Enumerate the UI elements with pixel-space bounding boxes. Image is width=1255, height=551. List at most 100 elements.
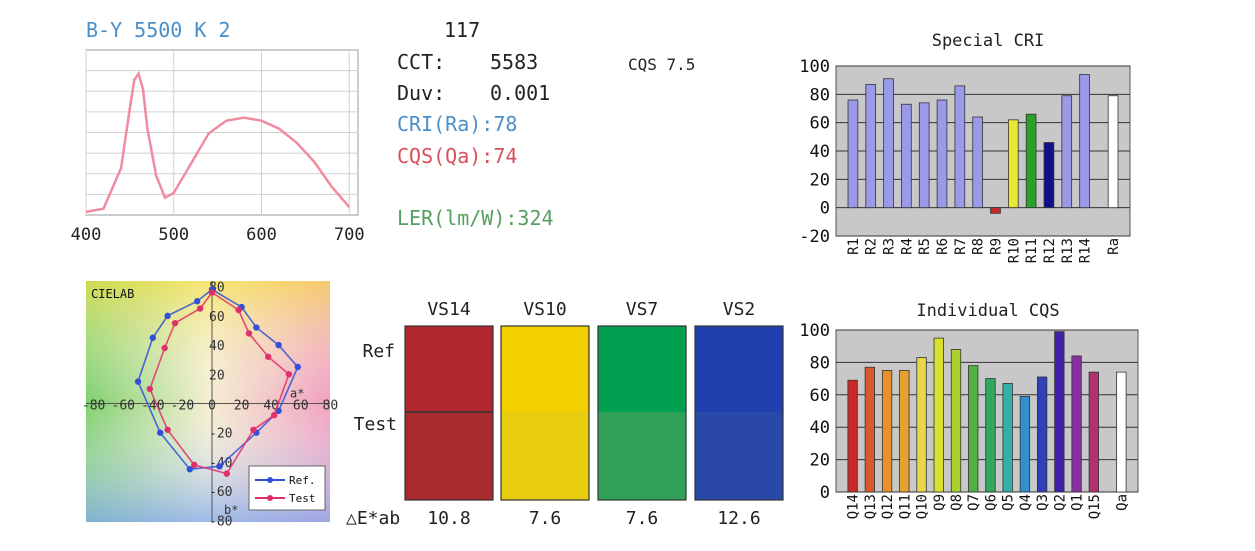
individual-cqs-x-tick: Q15 (1087, 494, 1103, 519)
special-cri-x-tick: R12 (1042, 238, 1058, 263)
individual-cqs-bar (950, 349, 962, 493)
cielab-label: CIELAB (91, 287, 134, 301)
individual-cqs-y-tick: 0 (820, 483, 830, 503)
swatch-ref (598, 326, 686, 412)
cielab-ref-point (157, 429, 164, 436)
special-cri-bar (865, 84, 877, 209)
cielab-ref-point (275, 341, 282, 349)
individual-cqs-bar (916, 357, 927, 493)
duv-value: 0.001 (490, 81, 550, 105)
special-cri-x-tick: R9 (988, 238, 1004, 255)
individual-cqs-title: Individual CQS (916, 301, 1059, 321)
cielab-test-point (191, 461, 198, 469)
spectrum-x-tick: 700 (334, 225, 365, 245)
individual-cqs-x-tick: Q12 (880, 494, 896, 519)
individual-cqs-x-tick: Q10 (915, 494, 931, 519)
cielab-a-tick: 20 (234, 399, 250, 414)
special-cri-x-tick: R1 (846, 238, 862, 255)
individual-cqs-x-tick: Q8 (949, 494, 965, 511)
individual-cqs-bar (985, 378, 996, 493)
cielab-legend-label: Test (289, 492, 316, 505)
special-cri-y-tick: 20 (810, 170, 830, 190)
cielab-a-tick: 40 (263, 399, 279, 414)
special-cri-x-tick: R2 (864, 238, 880, 255)
individual-cqs-bar (847, 379, 858, 493)
swatch-delta-value: 10.8 (427, 508, 470, 529)
individual-cqs-bar (1036, 376, 1048, 493)
cqs-version: CQS 7.5 (628, 55, 695, 74)
cielab-legend-label: Ref. (289, 474, 316, 487)
spectrum-line (85, 70, 351, 214)
swatch-test (695, 412, 783, 500)
special-cri-y-tick: 0 (820, 199, 830, 219)
cielab-test-point (161, 344, 168, 352)
cielab-ref-point (194, 298, 201, 305)
cielab-a-tick: -60 (112, 399, 135, 414)
individual-cqs-bar (899, 370, 910, 493)
individual-cqs-bar (1071, 355, 1082, 493)
cqs-qa: CQS(Qa):74 (397, 144, 517, 168)
individual-cqs-x-tick: Q6 (983, 494, 999, 511)
individual-cqs-y-tick: 60 (810, 386, 830, 406)
cielab-b-axis-label: b* (224, 503, 238, 517)
cielab-test-point (265, 353, 272, 360)
individual-cqs-y-tick: 80 (810, 353, 830, 373)
cielab-test-point (270, 411, 278, 419)
cielab-a-tick: 60 (293, 399, 309, 414)
individual-cqs-x-tick: Q7 (966, 494, 982, 511)
special-cri-bar (990, 207, 1001, 214)
special-cri-bar (1025, 113, 1037, 209)
individual-cqs-x-tick: Q9 (932, 494, 948, 511)
swatch-border (500, 325, 590, 501)
individual-cqs-x-tick: Q4 (1018, 494, 1034, 511)
spectrum-x-tick: 400 (71, 225, 102, 245)
individual-cqs-x-tick: Q2 (1052, 494, 1068, 511)
swatch-border (597, 325, 687, 501)
cielab-b-tick: 20 (209, 368, 225, 383)
cielab-b-tick: 40 (209, 339, 225, 354)
cielab-test-point (223, 470, 230, 477)
cielab-b-tick: -20 (209, 427, 232, 442)
special-cri-x-tick: R10 (1006, 238, 1022, 263)
cielab-a-tick: 0 (208, 399, 216, 414)
swatch-row-label-test: Test (354, 414, 397, 435)
special-cri-x-tick: R6 (935, 238, 951, 255)
cielab-test-point (196, 305, 204, 312)
individual-cqs-bar (1002, 383, 1013, 493)
cri-ra: CRI(Ra):78 (397, 112, 517, 136)
special-cri-bar (972, 116, 983, 209)
swatch-test (405, 412, 493, 500)
cielab-a-tick: -20 (171, 399, 194, 414)
special-cri-bar (954, 85, 966, 209)
cielab-a-tick: -40 (141, 399, 164, 414)
swatch-delta-value: 12.6 (717, 508, 760, 529)
special-cri-bar (936, 99, 948, 209)
cielab-b-tick: -80 (209, 514, 232, 529)
cielab-b-tick: -60 (209, 485, 232, 500)
swatch-ref (695, 326, 783, 412)
spectrum-chart: 400 500 600 700 (71, 49, 365, 245)
cielab-chart: CIELAB-80-60-40-2002040608080604020-20-4… (82, 281, 338, 530)
special-cri-y-tick: 60 (810, 114, 830, 134)
duv-label: Duv: (397, 81, 445, 105)
cielab-ref-point (186, 466, 194, 473)
special-cri-bar (847, 99, 859, 209)
special-cri-bar (1043, 142, 1055, 209)
special-cri-bar (1079, 74, 1090, 209)
cielab-test-point (245, 330, 253, 337)
special-cri-bar (883, 78, 894, 209)
swatch-column-header: VS14 (427, 299, 470, 320)
individual-cqs-x-tick: Q5 (1001, 494, 1017, 511)
special-cri-x-tick: R13 (1060, 238, 1076, 263)
cielab-test-point (164, 426, 171, 433)
special-cri-x-tick: R8 (971, 238, 987, 255)
swatch-column-header: VS10 (523, 299, 566, 320)
individual-cqs-bar (1054, 331, 1065, 493)
special-cri-x-tick: R14 (1078, 238, 1094, 263)
swatch-delta-value: 7.6 (626, 508, 659, 529)
swatch-test (598, 412, 686, 500)
special-cri-x-tick: R7 (953, 238, 969, 255)
individual-cqs-bar (881, 370, 893, 493)
